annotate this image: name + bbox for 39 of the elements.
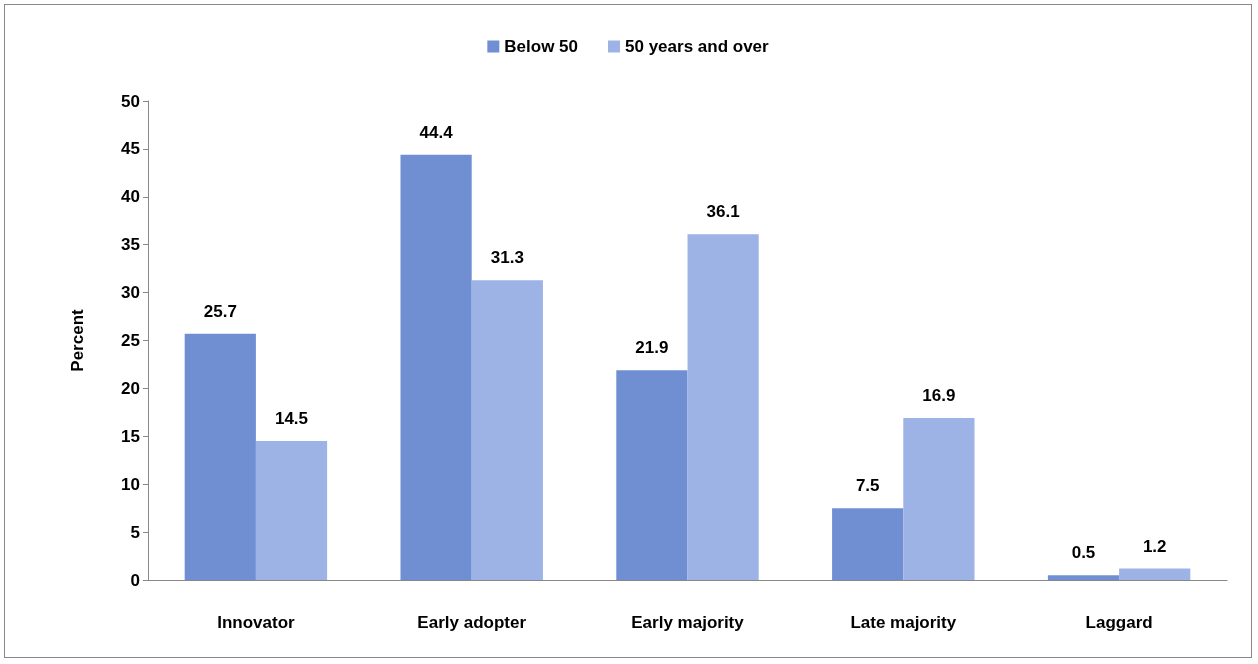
y-tick-label: 30	[121, 283, 140, 303]
y-tick-label: 50	[121, 91, 140, 111]
bar	[687, 234, 759, 580]
y-tick-label: 15	[121, 426, 140, 446]
y-tick-label: 20	[121, 378, 140, 398]
data-label: 16.9	[922, 386, 956, 406]
bar	[184, 333, 256, 580]
y-tick-label: 25	[121, 331, 140, 350]
legend-label: Below 50	[504, 37, 579, 56]
bar	[471, 280, 543, 580]
x-tick-label: Early adopter	[417, 613, 527, 632]
bar	[255, 441, 328, 580]
data-label: 14.5	[274, 409, 309, 429]
bar	[903, 418, 975, 580]
data-label: 7.5	[855, 476, 880, 496]
bar	[400, 154, 472, 580]
bar	[1119, 568, 1191, 580]
x-tick-label: Laggard	[1085, 613, 1153, 632]
y-tick-label: 5	[130, 522, 140, 542]
bar	[1047, 575, 1120, 580]
x-tick-label: Innovator	[217, 613, 295, 632]
data-label: 0.5	[1071, 543, 1096, 563]
data-label: 36.1	[706, 202, 740, 222]
legend-label: 50 years and over	[625, 37, 770, 56]
x-tick-label: Early majority	[631, 613, 745, 632]
y-tick-label: 45	[121, 139, 140, 159]
data-label: 44.4	[419, 122, 454, 142]
y-axis-title: Percent	[68, 308, 87, 372]
data-label: 1.2	[1142, 536, 1167, 556]
bar	[832, 508, 904, 580]
x-tick-label: Late majority	[850, 613, 957, 632]
data-label: 25.7	[203, 301, 237, 321]
bar	[616, 370, 688, 580]
y-tick-label: 35	[121, 235, 140, 255]
y-tick-label: 40	[121, 187, 140, 207]
data-label: 21.9	[635, 338, 669, 358]
data-label: 31.3	[490, 248, 524, 268]
y-tick-label: 0	[130, 570, 140, 590]
y-tick-label: 10	[121, 474, 140, 494]
